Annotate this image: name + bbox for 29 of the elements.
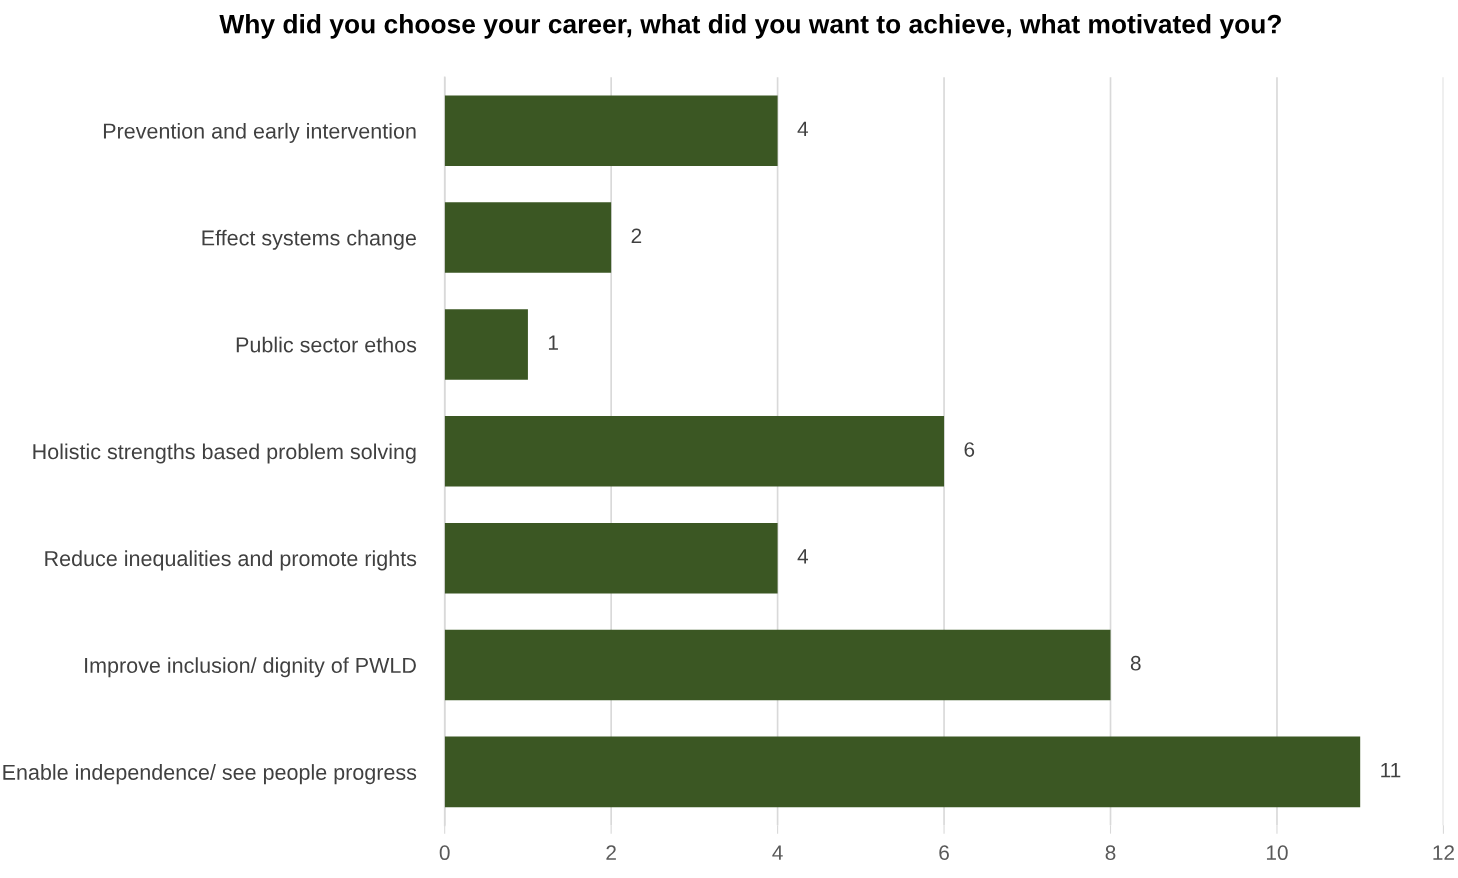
data-label: 8: [1130, 655, 1141, 671]
y-tick-label: Improve inclusion/ dignity of PWLD: [85, 657, 416, 678]
data-label: 2: [631, 228, 642, 243]
bar: [444, 629, 1111, 701]
y-tick-label: Public sector ethos: [236, 336, 417, 353]
y-tick-label: Reduce inequalities and promote rights: [45, 550, 417, 571]
data-label: 1: [548, 335, 558, 350]
data-label: 6: [964, 442, 975, 457]
chart-title: Why did you choose your career, what did you want to achieve, what motivated you?: [219, 14, 1281, 39]
bar: [444, 202, 612, 273]
data-label: 4: [797, 549, 809, 564]
y-tick-label: Holistic strengths based problem solving: [33, 443, 416, 464]
bar: [444, 736, 1361, 808]
x-tick-label: 10: [1266, 845, 1288, 861]
y-tick-label: Prevention and early intervention: [103, 122, 416, 143]
bar: [444, 416, 945, 487]
bar: [444, 522, 778, 594]
x-tick-label: 6: [939, 845, 949, 861]
y-tick-label: Effect systems change: [202, 229, 416, 250]
x-tick-label: 2: [606, 845, 616, 860]
y-tick-label: Enable independence/ see people progress: [3, 764, 417, 785]
data-label: 11: [1381, 762, 1401, 778]
x-tick-label: 4: [772, 845, 783, 860]
bar: [444, 309, 528, 380]
x-tick-label: 8: [1105, 845, 1116, 861]
bar: [444, 95, 778, 166]
data-label: 4: [797, 121, 809, 137]
x-tick-label: 12: [1433, 845, 1454, 860]
x-tick-label: 0: [439, 845, 450, 861]
